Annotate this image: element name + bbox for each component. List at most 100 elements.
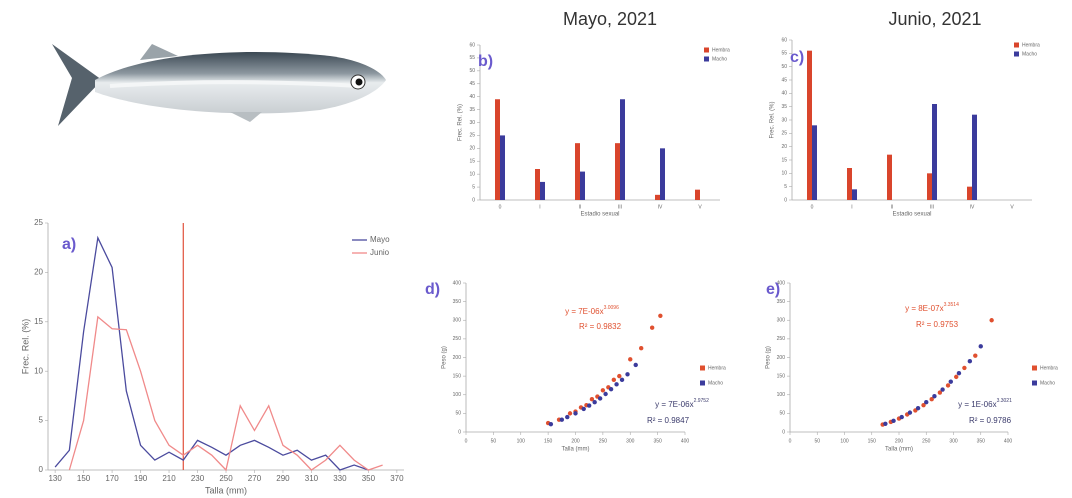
x-tick-label: 250 [922, 438, 931, 444]
x-tick-label: 0 [789, 438, 792, 444]
x-tick-label: 190 [134, 474, 148, 483]
x-tick-label: 250 [219, 474, 233, 483]
y-tick-label: 0 [782, 429, 785, 435]
x-tick-label: 250 [599, 438, 608, 444]
y-tick-label: 350 [453, 299, 462, 305]
y-tick-label: 20 [469, 146, 475, 152]
annotation-text: R² = 0.9753 [916, 320, 959, 329]
legend-label: Macho [708, 380, 723, 386]
point [989, 318, 993, 322]
y-tick-label: 0 [458, 429, 461, 435]
panel-label: c) [790, 49, 804, 66]
annotation-text: y = 1E-06x [958, 400, 996, 409]
annotation-text: y = 8E-07x [905, 304, 943, 313]
point [900, 415, 904, 419]
y-tick-label: 30 [469, 120, 475, 126]
bar [535, 169, 540, 200]
bar [852, 189, 857, 200]
chart-title: Mayo, 2021 [563, 9, 657, 29]
legend-label: Mayo [370, 235, 390, 244]
annotation-exponent: 3.0096 [604, 305, 620, 311]
y-tick-label: 50 [779, 411, 785, 417]
x-tick-label: IV [658, 204, 663, 210]
bar [580, 172, 585, 200]
annotation: y = 7E-06x3.0096 [565, 305, 619, 316]
annotation-exponent: 2.9752 [694, 398, 710, 404]
point [587, 403, 591, 407]
y-tick-label: 0 [784, 197, 787, 203]
point [932, 394, 936, 398]
fish-illustration [52, 44, 386, 126]
y-tick-label: 55 [469, 55, 475, 61]
x-tick-label: V [1010, 204, 1014, 210]
x-tick-label: 290 [276, 474, 290, 483]
y-tick-label: 250 [453, 336, 462, 342]
y-tick-label: 300 [453, 318, 462, 324]
y-tick-label: 40 [469, 94, 475, 100]
x-tick-label: 150 [544, 438, 553, 444]
y-tick-label: 60 [469, 42, 475, 48]
point [614, 382, 618, 386]
x-tick-label: 270 [248, 474, 262, 483]
x-tick-label: 370 [390, 474, 404, 483]
series-line [69, 317, 382, 470]
x-tick-label: III [930, 204, 934, 210]
x-tick-label: 50 [814, 438, 820, 444]
point [603, 392, 607, 396]
y-tick-label: 0 [39, 465, 44, 474]
point [979, 344, 983, 348]
y-tick-label: 100 [777, 392, 786, 398]
panel-label: a) [62, 236, 76, 253]
point [973, 353, 977, 357]
x-tick-label: III [618, 204, 622, 210]
annotation-text: y = 7E-06x [565, 307, 603, 316]
y-tick-label: 10 [34, 366, 43, 375]
point [573, 411, 577, 415]
x-tick-label: 330 [333, 474, 347, 483]
bar [695, 190, 700, 200]
x-tick-label: I [539, 204, 540, 210]
x-tick-label: I [851, 204, 852, 210]
y-tick-label: 50 [469, 68, 475, 74]
point [639, 346, 643, 350]
legend-label: Macho [1040, 380, 1055, 386]
y-tick-label: 200 [777, 355, 786, 361]
legend-swatch [1014, 43, 1019, 48]
y-tick-label: 55 [781, 51, 787, 57]
x-tick-label: II [891, 204, 894, 210]
x-tick-label: 200 [895, 438, 904, 444]
y-tick-label: 45 [781, 77, 787, 83]
point [592, 400, 596, 404]
x-axis-label: Estadio sexual [892, 212, 931, 218]
point [617, 374, 621, 378]
bar [575, 143, 580, 200]
y-tick-label: 5 [784, 184, 787, 190]
bar [812, 125, 817, 200]
point [601, 388, 605, 392]
y-tick-label: 150 [453, 373, 462, 379]
annotation: y = 7E-06x2.9752 [655, 398, 709, 409]
x-tick-label: 230 [191, 474, 205, 483]
point [549, 422, 553, 426]
panel-label: b) [478, 53, 493, 70]
x-tick-label: 400 [1004, 438, 1013, 444]
x-axis-label: Talla (mm) [205, 485, 247, 495]
series-line [55, 238, 368, 470]
point [565, 415, 569, 419]
x-axis-label: Talla (mm) [562, 447, 590, 453]
y-tick-label: 60 [781, 37, 787, 43]
y-tick-label: 10 [781, 171, 787, 177]
point [908, 410, 912, 414]
point [560, 418, 564, 422]
y-tick-label: 30 [781, 117, 787, 123]
y-tick-label: 200 [453, 355, 462, 361]
point [916, 406, 920, 410]
y-tick-label: 350 [777, 299, 786, 305]
bar [967, 187, 972, 200]
legend-swatch [1032, 381, 1037, 386]
annotation-text: R² = 0.9786 [969, 416, 1012, 425]
bar [500, 135, 505, 200]
point [968, 359, 972, 363]
annotation-exponent: 3.3514 [944, 302, 960, 308]
annotation-exponent: 3.3021 [997, 398, 1013, 404]
